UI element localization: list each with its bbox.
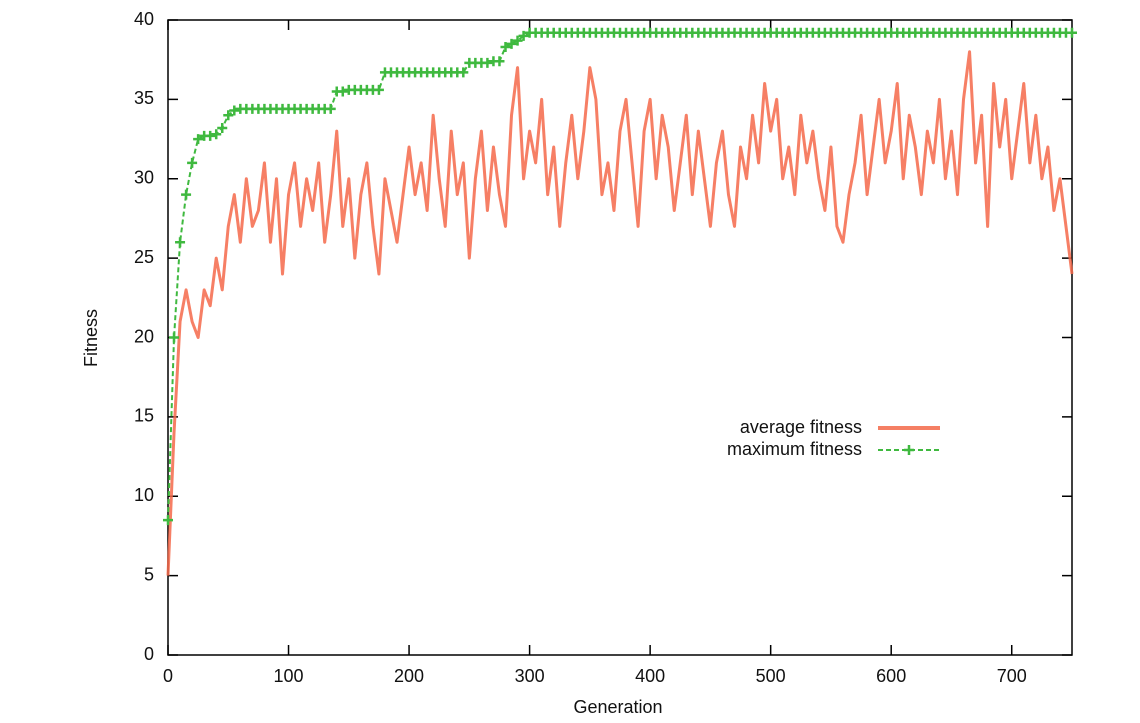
point-marker	[337, 86, 348, 97]
point-marker	[373, 84, 384, 95]
point-marker	[518, 30, 529, 41]
x-tick-label: 700	[997, 666, 1027, 686]
point-marker	[223, 110, 234, 121]
y-tick-label: 5	[144, 564, 154, 584]
x-tick-label: 500	[756, 666, 786, 686]
y-tick-label: 40	[134, 9, 154, 29]
point-marker	[193, 134, 204, 145]
point-marker	[458, 67, 469, 78]
series-line	[167, 31, 1072, 521]
point-marker	[169, 332, 180, 343]
y-tick-label: 35	[134, 88, 154, 108]
legend-marker	[904, 445, 914, 455]
point-marker	[229, 105, 240, 116]
legend-label: average fitness	[740, 417, 862, 437]
y-tick-label: 25	[134, 247, 154, 267]
point-marker	[506, 38, 517, 49]
y-axis-label: Fitness	[81, 309, 101, 367]
x-tick-label: 200	[394, 666, 424, 686]
y-tick-label: 20	[134, 326, 154, 346]
point-marker	[211, 129, 222, 140]
point-marker	[1067, 27, 1077, 38]
legend-label: maximum fitness	[727, 439, 862, 459]
point-marker	[500, 41, 511, 52]
point-marker	[163, 515, 173, 526]
x-tick-label: 100	[274, 666, 304, 686]
y-tick-label: 0	[144, 644, 154, 664]
x-axis-label: Generation	[573, 697, 662, 717]
point-marker	[217, 122, 228, 133]
point-marker	[205, 130, 216, 141]
point-marker	[181, 189, 192, 200]
x-tick-label: 300	[515, 666, 545, 686]
series-line	[166, 50, 1074, 576]
point-marker	[187, 157, 198, 168]
y-tick-label: 30	[134, 168, 154, 188]
point-marker	[325, 103, 336, 114]
point-marker	[512, 35, 523, 46]
x-tick-label: 0	[163, 666, 173, 686]
y-tick-label: 15	[134, 406, 154, 426]
point-marker	[175, 237, 186, 248]
point-marker	[494, 56, 505, 67]
x-tick-label: 600	[876, 666, 906, 686]
point-marker	[482, 57, 493, 68]
y-tick-label: 10	[134, 485, 154, 505]
x-tick-label: 400	[635, 666, 665, 686]
